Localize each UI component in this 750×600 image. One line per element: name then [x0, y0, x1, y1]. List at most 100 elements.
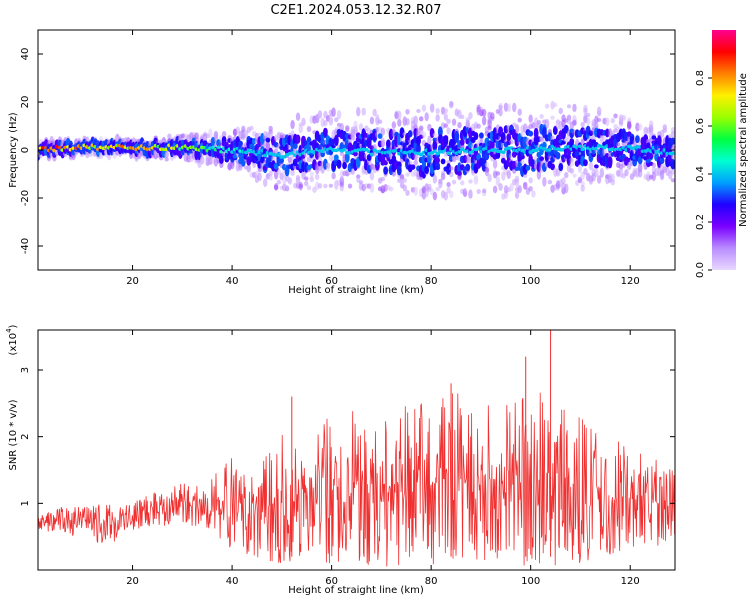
spectral-point: [613, 113, 618, 119]
spectral-point: [566, 104, 572, 109]
spectral-point: [596, 175, 602, 184]
colorbar-ticks: 0.0 0.2 0.4 0.6 0.8: [695, 70, 712, 278]
spectral-peak: [580, 147, 585, 151]
spectral-point: [328, 114, 334, 125]
spectral-point: [621, 115, 626, 121]
spectral-point: [637, 169, 643, 178]
spectral-point: [322, 127, 328, 137]
spectral-point: [506, 133, 512, 142]
spectrogram-axes: 20 40 60 80 100 120 -40 -20 0 20 40: [20, 30, 675, 287]
spectral-peak: [446, 151, 451, 156]
spectral-point: [536, 170, 542, 180]
spectral-point: [637, 161, 643, 172]
spectral-point: [427, 135, 432, 146]
spectral-point: [317, 156, 323, 163]
spectral-point: [328, 183, 334, 188]
spectral-point: [481, 108, 487, 117]
spectral-point: [457, 121, 462, 129]
spectral-point: [651, 162, 657, 169]
x-tick-label: 40: [226, 276, 239, 287]
x-tick-label: 60: [325, 276, 338, 287]
spectral-point: [402, 184, 407, 192]
snr-ylabel: SNR (10 * v/v): [8, 399, 19, 470]
spectral-point: [440, 122, 446, 130]
spectral-point: [353, 151, 358, 157]
spectral-point: [331, 172, 336, 180]
spectral-point: [358, 123, 364, 131]
spectral-point: [306, 185, 312, 191]
spectral-point: [599, 167, 605, 178]
spectral-point: [388, 186, 394, 192]
spectral-point: [476, 153, 482, 160]
spectral-point: [451, 118, 457, 127]
spectral-point: [520, 131, 525, 137]
spectral-point: [257, 172, 262, 182]
spectral-point: [366, 154, 372, 161]
spectral-point: [569, 157, 574, 163]
spectral-point: [492, 185, 498, 194]
spectral-point: [509, 125, 514, 131]
spectral-point: [670, 144, 675, 153]
spectral-peak: [457, 150, 462, 154]
spectral-point: [218, 155, 224, 164]
spectral-point: [487, 125, 492, 131]
spectral-point: [506, 170, 511, 179]
spectral-point: [342, 130, 347, 142]
spectral-point: [268, 125, 273, 132]
spectral-point: [405, 189, 410, 197]
spectral-point: [435, 107, 440, 115]
spectral-point: [314, 181, 320, 190]
spectral-point: [602, 135, 607, 142]
spectral-point: [670, 178, 675, 183]
spectral-point: [670, 137, 675, 145]
spectral-point: [659, 156, 665, 165]
spectral-point: [500, 132, 506, 142]
colorbar-tick-label: 0.8: [695, 70, 706, 86]
spectral-point: [591, 139, 597, 144]
spectral-point: [200, 156, 205, 165]
spectral-point: [380, 176, 386, 182]
snr-scale-exponent: 4: [5, 328, 13, 333]
spectral-point: [512, 122, 517, 127]
spectral-point: [292, 143, 298, 150]
snr-frame-bg: [38, 330, 675, 570]
spectral-point: [323, 183, 328, 189]
spectral-point: [593, 164, 599, 169]
spectral-point: [271, 155, 276, 163]
spectral-point: [495, 176, 501, 187]
spectral-point: [314, 173, 320, 180]
spectral-point: [347, 183, 353, 189]
spectral-point: [317, 183, 323, 189]
spectral-point: [304, 180, 309, 187]
spectral-point: [566, 118, 572, 125]
spectral-point: [377, 119, 383, 124]
spectral-point: [484, 162, 490, 168]
spectral-point: [265, 141, 271, 151]
spectral-point: [333, 134, 339, 146]
spectral-point: [564, 183, 569, 194]
snr-scale-base: (x10: [8, 333, 19, 356]
spectral-point: [418, 126, 424, 131]
snr-scale-close: ): [8, 324, 19, 328]
spectral-point: [369, 171, 375, 181]
figure-title: C2E1.2024.053.12.32.R07: [270, 3, 441, 18]
spectral-point: [238, 140, 243, 147]
spectral-point: [405, 108, 410, 115]
spectral-point: [437, 126, 443, 138]
spectral-point: [449, 166, 454, 171]
spectrogram-ylabel: Frequency (Hz): [8, 112, 19, 188]
spectral-point: [624, 169, 629, 177]
y-tick-label: 2: [20, 433, 31, 439]
spectral-point: [342, 161, 347, 170]
spectrogram-panel: 20 40 60 80 100 120 -40 -20 0 20 40 Height of stra…: [8, 29, 676, 296]
spectral-point: [304, 176, 309, 181]
spectral-point: [550, 115, 555, 120]
spectral-point: [588, 161, 594, 171]
colorbar-tick-label: 0.4: [695, 166, 706, 182]
spectral-point: [528, 177, 533, 184]
spectral-point: [396, 165, 402, 176]
spectral-point: [402, 178, 407, 183]
spectral-point: [525, 165, 531, 171]
spectrogram-xlabel: Height of straight line (km): [288, 285, 424, 296]
spectral-point: [421, 131, 427, 139]
